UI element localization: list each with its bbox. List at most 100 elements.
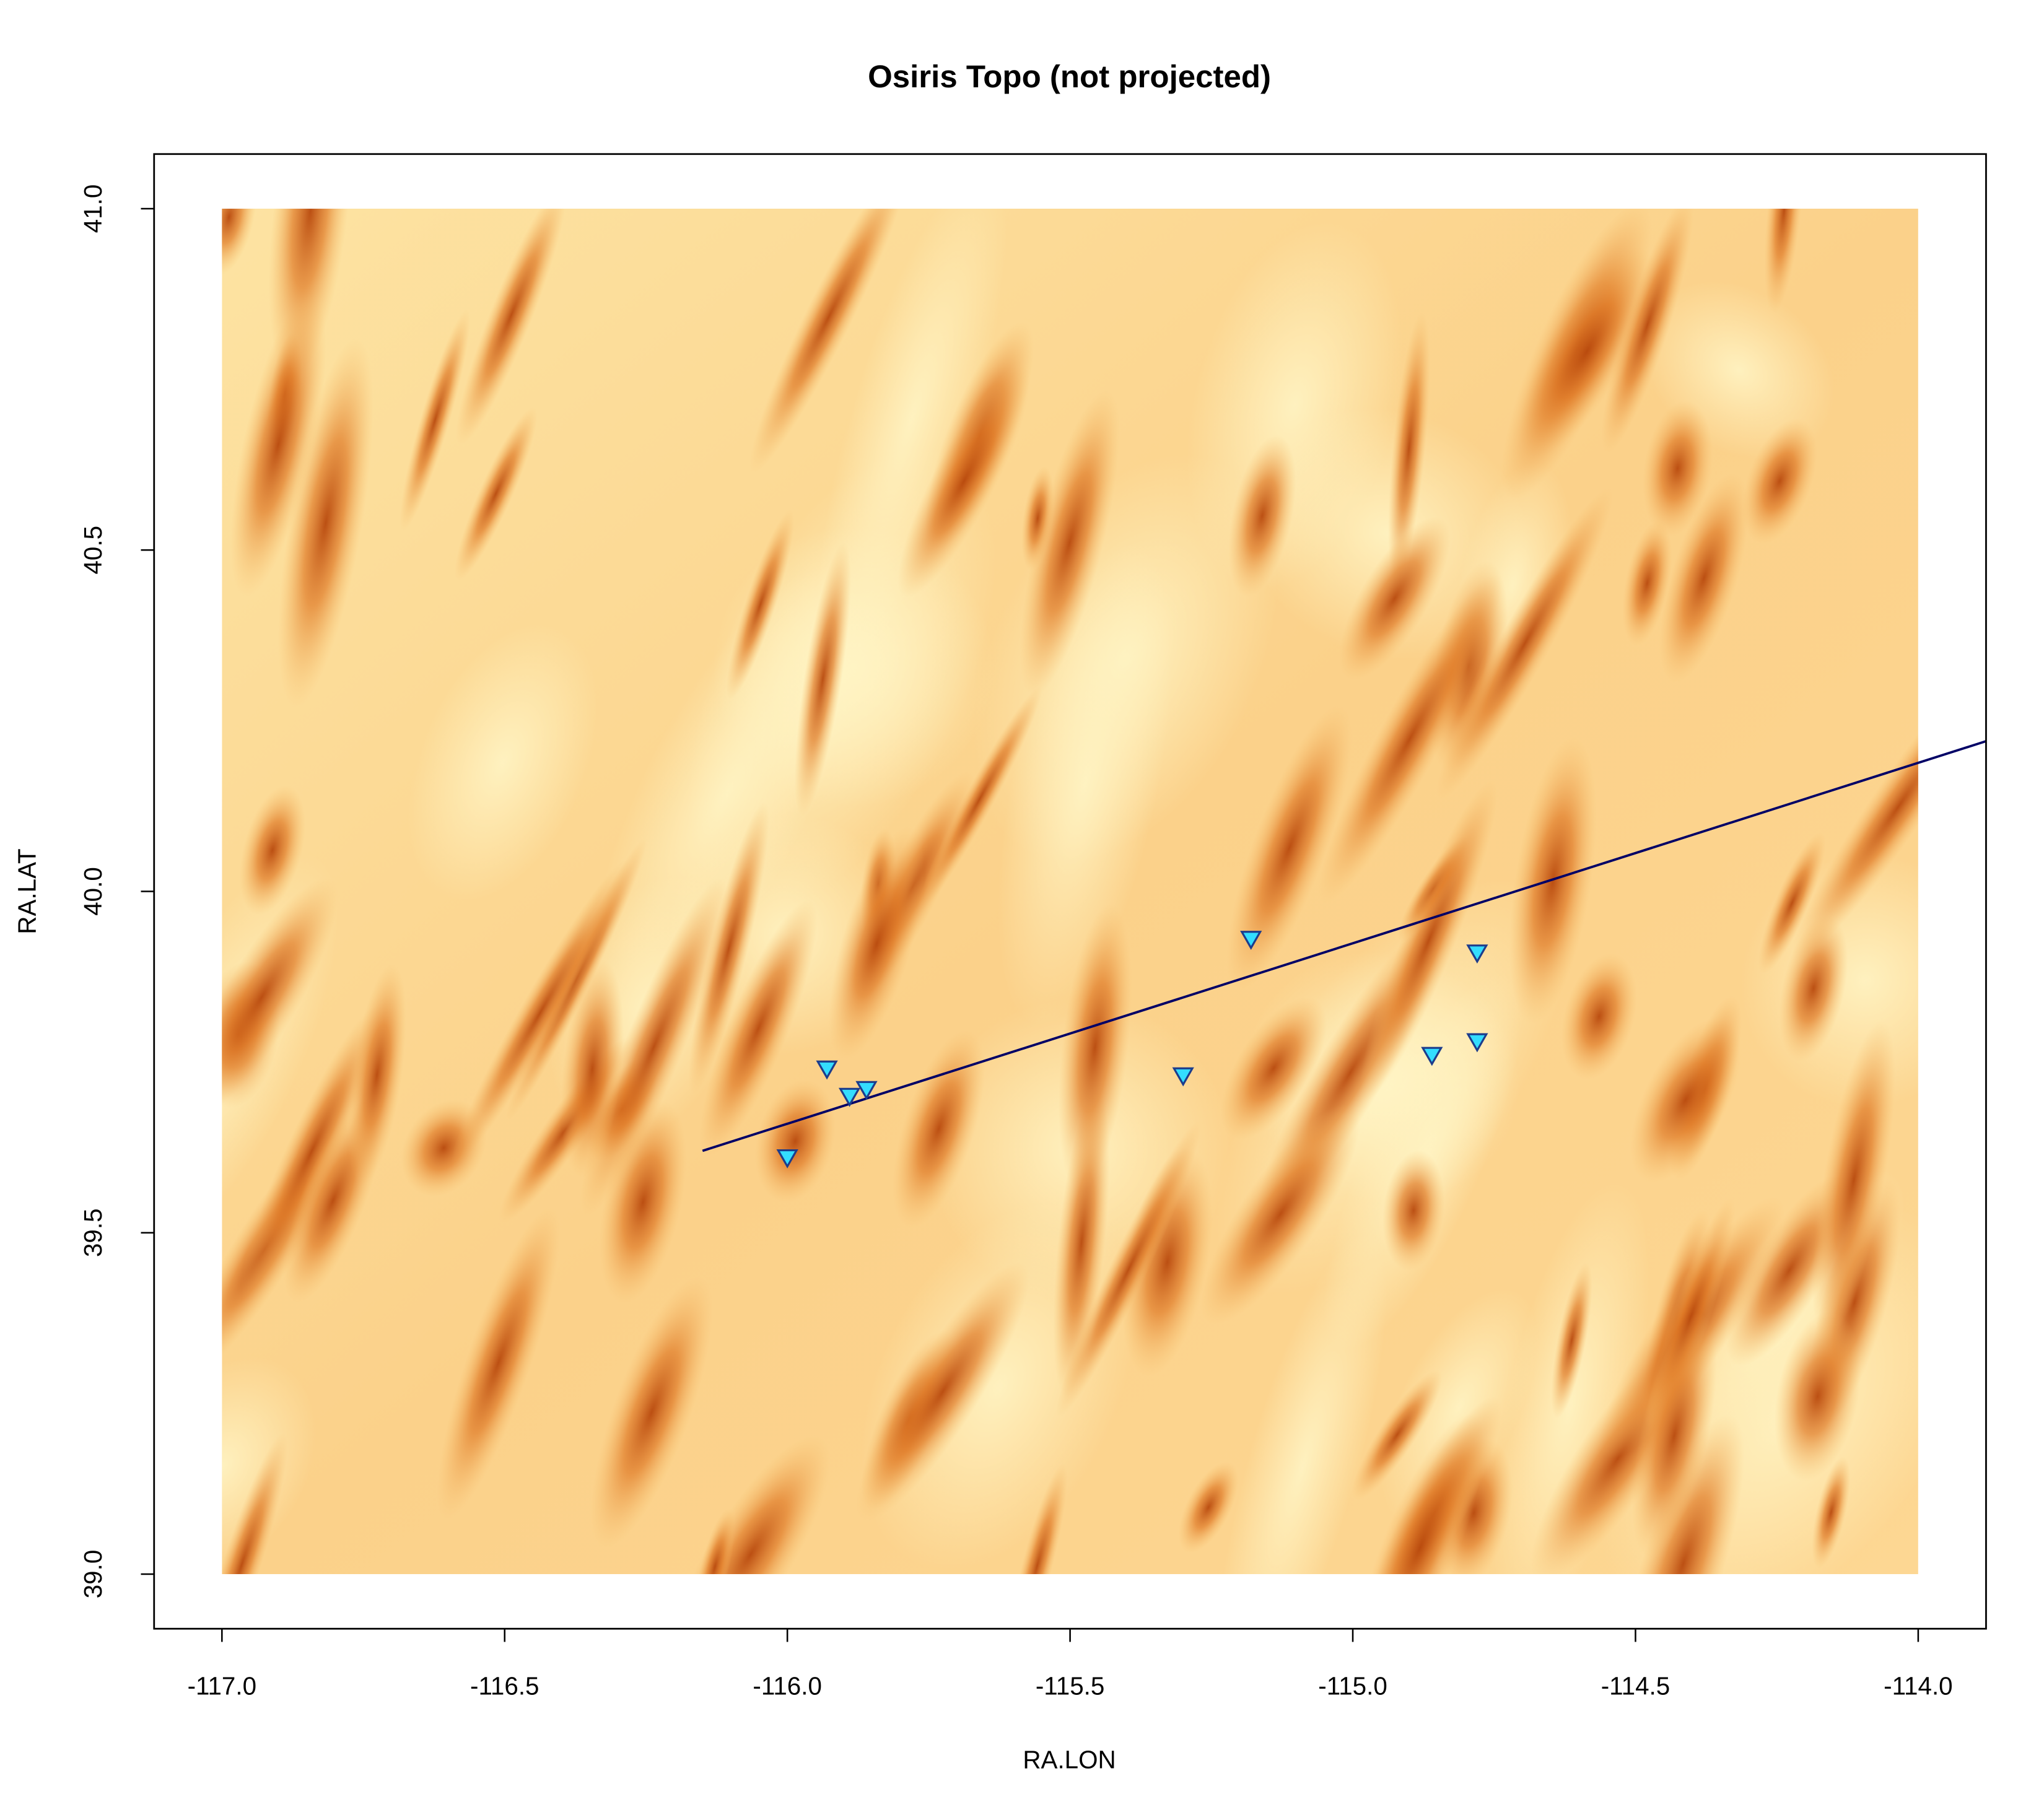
raster-ridge	[749, 208, 909, 474]
raster-ridge	[239, 785, 306, 915]
raster-ridge	[1812, 1456, 1851, 1569]
raster-ridge	[1007, 1463, 1068, 1574]
raster-ridge	[1178, 1461, 1239, 1554]
raster-ridge	[1387, 311, 1430, 585]
raster-ridge	[590, 1276, 713, 1549]
x-axis-label: RA.LON	[1023, 1746, 1116, 1774]
raster-ridge	[437, 1207, 561, 1519]
raster-ridge	[277, 338, 373, 708]
raster-ridge	[222, 208, 257, 276]
raster-ridge	[1742, 418, 1817, 544]
raster-ridge	[1622, 520, 1672, 646]
station-marker	[816, 1060, 838, 1080]
raster-ridge	[829, 827, 925, 1060]
chart-title: Osiris Topo (not projected)	[868, 59, 1271, 94]
raster-ridge	[240, 1005, 383, 1299]
raster-ridge	[1058, 903, 1132, 1191]
raster-ridge	[1518, 246, 1656, 457]
raster-ridge	[893, 1029, 985, 1229]
raster-ridge	[688, 801, 769, 1095]
raster-ridge	[856, 1262, 1029, 1521]
raster-ridge	[222, 877, 338, 1117]
x-tick-label: -116.0	[753, 1672, 821, 1700]
station-marker	[855, 1081, 878, 1100]
raster-ridge	[694, 1507, 736, 1574]
topo-raster	[222, 208, 1918, 1574]
raster-ridge	[1056, 1121, 1202, 1417]
raster-ridge	[699, 900, 818, 1157]
raster-ridge	[580, 877, 728, 1216]
y-tick-label: 40.0	[79, 867, 107, 916]
raster-ridge	[1812, 1020, 1895, 1341]
raster-ridge	[347, 963, 406, 1186]
raster-ridge	[917, 686, 1042, 913]
raster-ridge	[794, 542, 851, 817]
raster-ridge	[400, 309, 471, 531]
raster-valley	[408, 624, 598, 902]
raster-ridge	[1630, 1017, 1742, 1183]
raster-ridge	[754, 1079, 836, 1203]
raster-ridge	[1220, 997, 1327, 1139]
raster-ridge	[1509, 737, 1597, 1025]
raster-ridge	[1779, 915, 1848, 1062]
raster-ridge	[1758, 832, 1826, 974]
raster-ridge	[1226, 705, 1353, 991]
raster-ridge	[1436, 487, 1614, 799]
x-tick-label: -115.0	[1318, 1672, 1387, 1700]
raster-ridge	[1551, 1262, 1592, 1419]
station-marker	[838, 1087, 861, 1107]
raster-ridge	[222, 1432, 288, 1574]
raster-ridge	[456, 208, 567, 446]
raster-ridge	[671, 1434, 831, 1574]
raster-ridge	[1019, 389, 1120, 697]
raster-ridge	[1382, 1150, 1445, 1271]
raster-ridge	[1228, 435, 1296, 597]
raster-ridge	[1601, 208, 1694, 454]
raster-ridge	[454, 407, 538, 580]
y-tick-label: 39.0	[79, 1550, 107, 1599]
x-tick-label: -117.0	[188, 1672, 256, 1700]
raster-ridge	[1631, 1313, 1717, 1559]
x-tick-label: -116.5	[470, 1672, 539, 1700]
raster-ridge	[1355, 1413, 1485, 1574]
raster-ridge	[898, 365, 1030, 598]
plot-marks	[702, 740, 1986, 1169]
station-marker	[1466, 1033, 1488, 1053]
y-tick-label: 40.5	[79, 526, 107, 575]
raster-valley	[1490, 1182, 1650, 1574]
raster-ridge	[1642, 400, 1713, 537]
raster-ridge	[1352, 1369, 1443, 1500]
station-marker	[1240, 931, 1262, 951]
raster-ridge	[1561, 953, 1637, 1080]
raster-ridge	[561, 959, 624, 1178]
raster-valley	[998, 542, 1173, 1026]
track-line	[702, 740, 1986, 1152]
raster-ridge	[1360, 780, 1498, 1101]
x-tick-label: -114.5	[1601, 1672, 1670, 1700]
raster-ridge	[451, 859, 629, 1167]
y-tick-label: 41.0	[79, 185, 107, 233]
x-tick-label: -115.5	[1036, 1672, 1104, 1700]
raster-ridge	[1774, 1311, 1861, 1482]
raster-ridge	[268, 208, 352, 382]
station-marker	[776, 1149, 798, 1169]
y-tick-label: 39.5	[79, 1208, 107, 1257]
raster-ridge	[1659, 473, 1749, 683]
raster-ridge	[1200, 1103, 1360, 1325]
raster-valley	[1218, 1231, 1387, 1574]
station-marker	[1421, 1047, 1443, 1066]
raster-valley	[816, 208, 1007, 671]
raster-ridge	[230, 292, 326, 596]
x-tick-label: -114.0	[1884, 1672, 1952, 1700]
raster-ridge	[1339, 516, 1451, 681]
station-marker	[1466, 944, 1488, 964]
raster-ridge	[1622, 1414, 1745, 1574]
raster-ridge	[1318, 573, 1502, 903]
raster-ridge	[726, 510, 795, 700]
station-marker	[1172, 1067, 1194, 1087]
y-axis-label: RA.LAT	[12, 848, 41, 934]
raster-ridge	[1791, 653, 1918, 960]
raster-ridge	[1764, 208, 1804, 314]
